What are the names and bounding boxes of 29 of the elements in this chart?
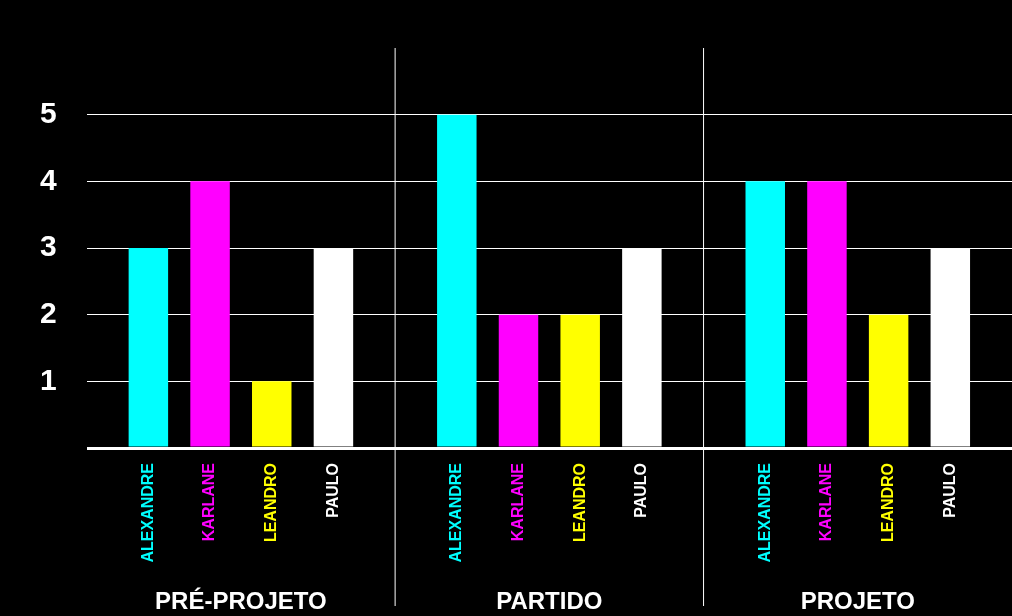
- bar: [437, 114, 477, 447]
- x-tick-label: PARTIDO: [496, 586, 603, 614]
- bar: [498, 314, 539, 447]
- y-tick-label: 5: [40, 95, 57, 129]
- y-tick-label: 2: [40, 295, 57, 329]
- text: KARLANE: [200, 462, 218, 542]
- text: LEANDRO: [879, 463, 897, 543]
- x-tick-label: PROJETO: [800, 586, 915, 614]
- y-tick-label: 1: [40, 362, 57, 396]
- text: KARLANE: [817, 463, 835, 542]
- y-tick-label: 3: [40, 229, 57, 263]
- y-tick-label: 4: [40, 162, 57, 196]
- text: PAULO: [632, 463, 650, 518]
- text: LEANDRO: [570, 463, 588, 543]
- text: ALEXANDRE: [447, 463, 465, 563]
- bar: [190, 181, 230, 447]
- text: PAULO: [940, 463, 958, 518]
- bar: [745, 181, 785, 447]
- text: LEANDRO: [262, 463, 280, 543]
- text: KARLANE: [508, 463, 526, 542]
- text: ALEXANDRE: [138, 462, 156, 563]
- text: PAULO: [323, 463, 341, 518]
- bar: [807, 181, 847, 447]
- bar: [560, 314, 600, 447]
- bar: [252, 381, 292, 447]
- bar: [868, 314, 909, 447]
- x-tick-label: PRÉ-PROJETO: [155, 586, 327, 614]
- text: ALEXANDRE: [755, 463, 773, 563]
- bar: [128, 248, 169, 447]
